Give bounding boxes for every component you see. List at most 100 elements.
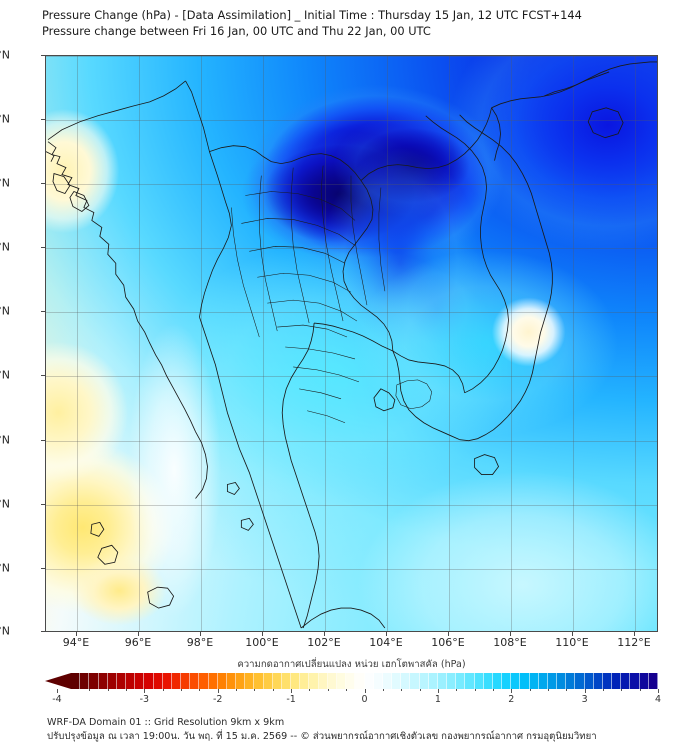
colorbar-cell xyxy=(89,673,99,689)
colorbar-cell xyxy=(336,673,347,689)
colorbar-tick xyxy=(511,689,513,693)
colorbar-cell xyxy=(401,673,411,689)
colorbar-minor-tick xyxy=(236,689,238,691)
colorbar-tick-label: 2 xyxy=(508,694,515,705)
colorbar-tick-label: 1 xyxy=(434,694,441,705)
x-tick-96e: 96°E xyxy=(124,636,152,649)
colorbar-minor-tick xyxy=(382,689,384,691)
colorbar-cell xyxy=(492,673,503,689)
colorbar-cell xyxy=(309,673,319,689)
colorbar-gradient xyxy=(71,673,658,689)
colorbar-cell xyxy=(126,673,136,689)
footer-block: WRF-DA Domain 01 :: Grid Resolution 9km … xyxy=(47,716,667,744)
colorbar-cell xyxy=(584,673,594,689)
colorbar-cell xyxy=(346,673,356,689)
colorbar-cell xyxy=(291,673,301,689)
y-tick-10n: 10°N xyxy=(0,433,10,447)
colorbar-cell xyxy=(300,673,310,689)
colorbar-cell xyxy=(529,673,539,689)
update-credit-line: ปรับปรุงข้อมูล ณ เวลา 19:00น. วัน พฤ. ที… xyxy=(47,731,597,742)
colorbar-cell xyxy=(621,673,631,689)
page-title: Pressure Change (hPa) - [Data Assimilati… xyxy=(42,8,582,22)
x-tick-106e: 106°E xyxy=(431,636,465,649)
colorbar-cell xyxy=(364,673,374,689)
colorbar-minor-tick xyxy=(107,689,109,691)
colorbar-cell xyxy=(437,673,448,689)
colorbar-cell xyxy=(318,673,328,689)
colorbar-cell xyxy=(98,673,108,689)
colorbar-tick-label: -1 xyxy=(286,694,296,705)
colorbar-cell xyxy=(639,673,649,689)
colorbar-cell xyxy=(144,673,154,689)
colorbar-cell xyxy=(245,673,255,689)
x-tick-102e: 102°E xyxy=(307,636,341,649)
model-info-line: WRF-DA Domain 01 :: Grid Resolution 9km … xyxy=(47,717,285,728)
colorbar-title: ความกดอากาศเปลี่ยนแปลง หน่วย เฮกโตพาสคัล… xyxy=(237,659,466,670)
colorbar-cell xyxy=(382,673,393,689)
colorbar-tick-label: -2 xyxy=(213,694,223,705)
colorbar-cell xyxy=(456,673,466,689)
colorbar-tick-label: 3 xyxy=(581,694,588,705)
y-tick-12n: 12°N xyxy=(0,368,10,382)
colorbar-cell xyxy=(254,673,264,689)
colorbar-tick xyxy=(217,689,219,693)
colorbar-tick-label: -4 xyxy=(52,694,62,705)
colorbar-minor-tick xyxy=(89,689,91,691)
colorbar-cell xyxy=(373,673,383,689)
colorbar-minor-tick xyxy=(162,689,164,691)
colorbar-cell xyxy=(153,673,163,689)
chart-subtitle: Pressure change between Fri 16 Jan, 00 U… xyxy=(42,23,431,38)
colorbar-minor-tick xyxy=(126,689,128,691)
colorbar-cell xyxy=(428,673,438,689)
colorbar-cell xyxy=(538,673,548,689)
colorbar-cell xyxy=(419,673,429,689)
colorbar-tick xyxy=(291,689,293,693)
colorbar-minor-tick xyxy=(529,689,531,691)
colorbar-minor-tick xyxy=(474,689,476,691)
colorbar-cell xyxy=(71,673,81,689)
colorbar-cell xyxy=(116,673,127,689)
colorbar-cell xyxy=(135,673,145,689)
colorbar-minor-tick xyxy=(254,689,256,691)
y-tick-16n: 16°N xyxy=(0,240,10,254)
colorbar-tick-label: 4 xyxy=(654,694,662,705)
colorbar-cell xyxy=(226,673,237,689)
x-tick-108e: 108°E xyxy=(493,636,527,649)
colorbar-cell xyxy=(190,673,200,689)
colorbar-cell xyxy=(272,673,282,689)
colorbar-cell xyxy=(465,673,475,689)
x-tick-94e: 94°E xyxy=(62,636,90,649)
colorbar-tick xyxy=(144,689,146,693)
colorbar-minor-tick xyxy=(621,689,623,691)
colorbar-tick xyxy=(437,689,439,693)
coastline-and-border-overlay xyxy=(46,56,657,631)
y-tick-6n: 6°N xyxy=(0,561,10,575)
y-tick-8n: 8°N xyxy=(0,497,10,511)
colorbar-min-extend-arrow xyxy=(45,673,71,689)
colorbar-cell xyxy=(483,673,493,689)
colorbar-cell xyxy=(511,673,521,689)
colorbar-minor-tick xyxy=(602,689,604,691)
map-plot-area xyxy=(45,55,658,632)
colorbar-cell xyxy=(547,673,558,689)
colorbar-cell xyxy=(392,673,402,689)
colorbar-minor-tick xyxy=(547,689,549,691)
colorbar-cell xyxy=(557,673,567,689)
colorbar-cell xyxy=(648,673,658,689)
colorbar-cell xyxy=(355,673,365,689)
y-tick-20n: 20°N xyxy=(0,112,10,126)
colorbar-cell xyxy=(602,673,613,689)
colorbar-cell xyxy=(171,673,182,689)
colorbar-tick-labels: -4 -3 -2 -1 0 1 2 3 4 xyxy=(45,694,662,708)
colorbar-cell xyxy=(612,673,622,689)
x-tick-98e: 98°E xyxy=(186,636,214,649)
colorbar-cell xyxy=(217,673,227,689)
y-tick-18n: 18°N xyxy=(0,176,10,190)
colorbar-tick xyxy=(658,689,659,693)
y-tick-22n: 22°N xyxy=(0,48,10,62)
colorbar-minor-tick xyxy=(566,689,568,691)
colorbar-minor-tick xyxy=(327,689,329,691)
colorbar-cell xyxy=(520,673,530,689)
colorbar-cell xyxy=(281,673,292,689)
colorbar-minor-tick xyxy=(401,689,403,691)
